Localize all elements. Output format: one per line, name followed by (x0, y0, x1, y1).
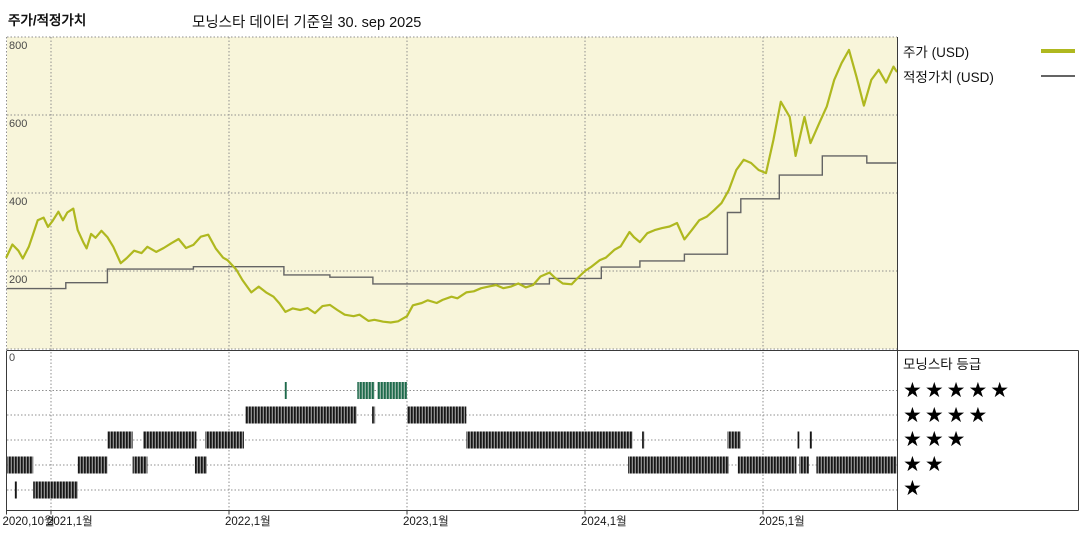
legend-fair-value-label: 적정가치 (USD) (903, 69, 994, 85)
rating-legend-title: 모닝스타 등급 (903, 357, 982, 372)
rating-segment-2-star (77, 456, 108, 474)
series-legend: 주가 (USD) 적정가치 (USD) (903, 38, 1075, 88)
rating-segment-5-star (357, 382, 375, 399)
rating-segment-3-star (143, 431, 197, 449)
rating-segment-4-star (407, 406, 467, 424)
rating-segment-2-star (7, 456, 34, 474)
rating-legend: 모닝스타 등급 ★★★★★ ★★★★ ★★★ ★★ ★ (903, 353, 1075, 502)
rating-segment-3-star (642, 431, 645, 449)
rating-segment-3-star (205, 431, 244, 449)
fair-value-line (6, 155, 897, 290)
rating-row-5-stars: ★★★★★ (903, 379, 1013, 402)
rating-segment-5-star (284, 382, 287, 399)
rating-segment-2-star (737, 456, 797, 474)
rating-segment-2-star (132, 456, 148, 474)
rating-segment-3-star (797, 431, 800, 449)
rating-segment-5-star (377, 382, 407, 399)
legend-item-fair-value: 적정가치 (USD) (903, 63, 1075, 88)
legend-item-price: 주가 (USD) (903, 38, 1075, 63)
page-title: 주가/적정가치 (8, 13, 87, 28)
rating-row-2-stars: ★★ (903, 452, 947, 476)
rating-segment-3-star (107, 431, 133, 449)
price-line-swatch (1041, 48, 1075, 53)
rating-segment-4-star (245, 406, 357, 424)
rating-segment-3-star (809, 431, 812, 449)
rating-legend-rows: ★★★★★ ★★★★ ★★★ ★★ ★ (903, 379, 1075, 502)
rating-segment-1-star (33, 481, 78, 499)
fair-value-line-swatch (1041, 74, 1075, 77)
rating-row-4-stars: ★★★★ (903, 403, 991, 427)
rating-segment-2-star (628, 456, 729, 474)
rating-segment-2-star (194, 456, 207, 474)
rating-segment-3-star (727, 431, 741, 449)
rating-segment-2-star (799, 456, 809, 474)
price-line (5, 48, 898, 324)
rating-segment-2-star (816, 456, 897, 474)
rating-segment-4-star (372, 406, 376, 424)
rating-segment-3-star (466, 431, 633, 449)
rating-row-3-stars: ★★★ (903, 428, 969, 452)
chart-subtitle: 모닝스타 데이터 기준일 30. sep 2025 (192, 15, 422, 31)
rating-row-1-stars: ★ (903, 477, 925, 501)
legend-price-label: 주가 (USD) (903, 44, 970, 60)
rating-segment-1-star (14, 481, 17, 499)
